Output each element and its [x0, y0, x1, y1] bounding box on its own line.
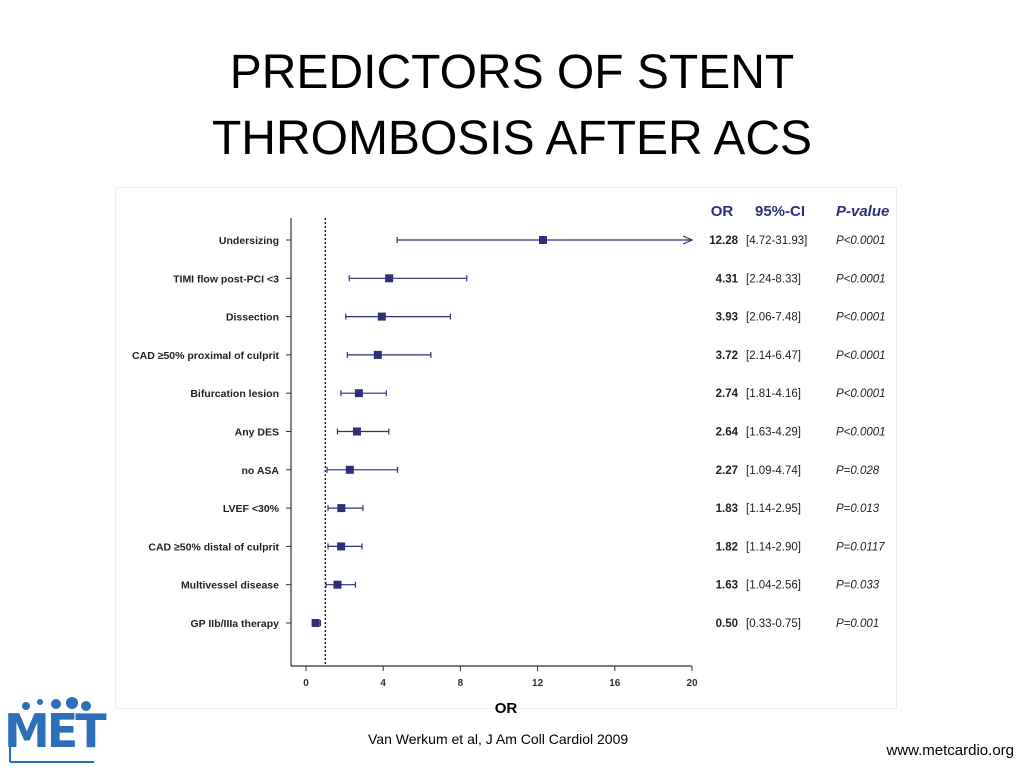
ci-value: [1.81-4.16]: [746, 388, 801, 400]
row-label: Dissection: [226, 312, 279, 324]
ci-value: [2.06-7.48]: [746, 312, 801, 324]
row-label: Undersizing: [219, 235, 279, 247]
header-p-value: P-value: [836, 203, 889, 220]
or-value: 0.50: [716, 618, 738, 630]
title-line-1: PREDICTORS OF STENT: [229, 46, 795, 99]
or-value: 4.31: [716, 273, 739, 285]
or-value: 3.93: [716, 312, 738, 324]
or-value: 2.64: [716, 427, 739, 439]
row-label: CAD ≥50% distal of culprit: [148, 541, 279, 553]
point-estimate: [333, 580, 342, 589]
p-value: P<0.0001: [836, 273, 886, 285]
point-estimate: [352, 427, 361, 436]
point-estimate: [377, 312, 386, 321]
row-label: Multivessel disease: [181, 580, 279, 592]
forest-plot: 0 4 8 12 16 20 OR 95%-CI P-value Undersizing 12.28…: [132, 203, 889, 689]
ci-value: [0.33-0.75]: [746, 618, 801, 630]
forest-plot-panel: 0 4 8 12 16 20 OR 95%-CI P-value Undersizing 12.28…: [116, 188, 896, 708]
x-axis-label: OR: [494, 700, 518, 717]
or-value: 1.83: [716, 503, 738, 515]
ci-value: [2.14-6.47]: [746, 350, 801, 362]
row-label: TIMI flow post-PCI <3: [173, 273, 279, 285]
ci-value: [4.72-31.93]: [746, 235, 807, 247]
x-tick-label: 16: [609, 678, 621, 689]
or-value: 12.28: [709, 235, 738, 247]
logo-text: MET: [4, 704, 107, 758]
slide-title: PREDICTORS OF STENT THROMBOSIS AFTER ACS: [0, 40, 1024, 172]
met-logo: MET: [4, 696, 107, 766]
or-value: 1.82: [716, 541, 738, 553]
ci-arrow: [682, 235, 694, 245]
x-tick-label: 20: [686, 678, 698, 689]
point-estimate: [337, 504, 346, 513]
p-value: P<0.0001: [836, 427, 886, 439]
p-value: P<0.0001: [836, 235, 886, 247]
row-label: CAD ≥50% proximal of culprit: [132, 350, 279, 362]
point-estimate: [373, 350, 382, 359]
x-tick-label: 4: [380, 678, 386, 689]
point-estimate: [354, 389, 363, 398]
ci-value: [1.04-2.56]: [746, 580, 801, 592]
header-or: OR: [711, 203, 734, 220]
ci-value: [1.14-2.95]: [746, 503, 801, 515]
x-tick-label: 0: [303, 678, 309, 689]
row-label: GP IIb/IIIa therapy: [190, 618, 279, 630]
citation: Van Werkum et al, J Am Coll Cardiol 2009: [368, 731, 629, 747]
row-label: no ASA: [241, 465, 279, 477]
x-tick-label: 12: [532, 678, 544, 689]
or-value: 3.72: [716, 350, 738, 362]
footer-url: www.metcardio.org: [886, 742, 1014, 759]
or-value: 2.27: [716, 465, 738, 477]
point-estimate: [385, 274, 394, 283]
point-estimate: [311, 619, 320, 627]
ci-value: [1.63-4.29]: [746, 427, 801, 439]
p-value: P=0.013: [836, 503, 880, 515]
row-label: Bifurcation lesion: [190, 388, 279, 400]
point-estimate: [345, 465, 354, 474]
p-value: P<0.0001: [836, 388, 886, 400]
p-value: P=0.0117: [836, 541, 885, 553]
header-ci: 95%-CI: [755, 203, 805, 220]
title-line-2: THROMBOSIS AFTER ACS: [211, 112, 813, 165]
p-value: P<0.0001: [836, 350, 886, 362]
row-label: LVEF <30%: [223, 503, 280, 515]
p-value: P=0.033: [836, 580, 880, 592]
row-label: Any DES: [235, 427, 279, 439]
ci-value: [1.09-4.74]: [746, 465, 801, 477]
or-value: 1.63: [716, 580, 738, 592]
point-estimate: [337, 542, 346, 551]
ci-value: [2.24-8.33]: [746, 273, 801, 285]
or-value: 2.74: [716, 388, 739, 400]
x-tick-label: 8: [458, 678, 464, 689]
p-value: P=0.001: [836, 618, 879, 630]
point-estimate: [539, 236, 548, 244]
p-value: P<0.0001: [836, 312, 886, 324]
ci-value: [1.14-2.90]: [746, 541, 801, 553]
logo-graphic: [9, 697, 94, 763]
p-value: P=0.028: [836, 465, 880, 477]
